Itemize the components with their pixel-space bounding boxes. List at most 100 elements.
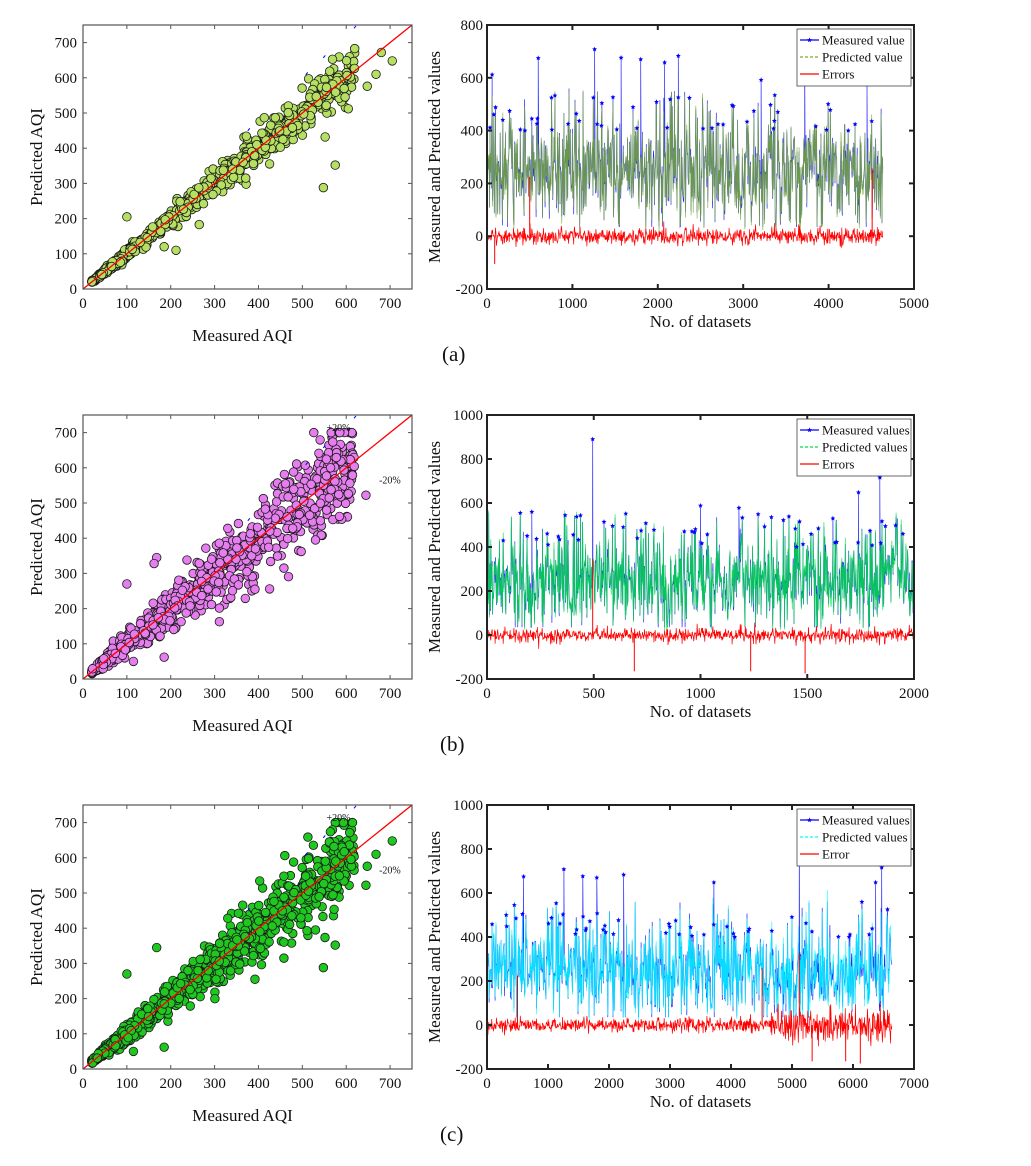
measured-star-marker [522,127,528,133]
predicted-series-line [486,90,884,235]
data-point [232,935,242,945]
y-tick-label: -200 [456,282,484,298]
measured-star-marker [570,532,576,537]
measured-markers [489,826,890,939]
measured-star-marker [736,505,742,510]
outlier-point [330,940,340,950]
y-tick-label: 200 [55,602,78,618]
measured-star-marker [517,126,523,132]
x-tick-label: 500 [291,1076,314,1092]
data-point [320,856,331,866]
data-point [203,965,214,976]
reference-line-plus20 [322,55,326,59]
data-point [211,587,222,597]
measured-star-marker [698,503,703,508]
series-plot-c: 0 1000 2000 3000 4000 5000 6000 7000-2000200400… [425,798,929,1111]
data-point [309,427,319,438]
data-point [347,817,358,828]
outlier-point [387,56,397,66]
error-series-line [486,221,884,249]
data-point [267,921,278,931]
measured-star-marker [692,529,697,535]
legend-star-marker [807,817,812,823]
measured-star-marker [800,541,806,547]
data-point [261,135,271,145]
reference-line-plus20 [353,415,357,419]
x-tick-label: 600 [335,1076,358,1092]
reference-line-plus20 [322,445,326,449]
outlier-point [361,490,371,500]
measured-star-marker [751,108,757,114]
measured-star-marker [877,474,883,480]
data-point [289,887,299,898]
measured-star-marker [834,539,840,545]
data-point [245,529,256,539]
measured-star-marker [573,111,579,116]
data-point [257,128,267,138]
y-tick-label: 600 [461,71,484,87]
x-tick-label: 400 [247,686,270,702]
data-point [279,937,289,947]
y-tick-label: 400 [55,531,78,547]
outlier-point [250,584,260,594]
measured-star-marker [534,121,540,126]
data-point [214,956,225,966]
measured-star-marker [491,111,497,117]
measured-star-marker [855,540,861,545]
measured-star-marker [561,866,567,872]
data-point [342,70,352,81]
data-point [299,109,309,119]
measured-star-marker [809,928,815,934]
measured-star-marker [534,115,540,121]
legend-label: Measured value [822,33,905,48]
x-tick-label: 700 [379,1076,402,1092]
y-axis-label: Measured and Predicted values [425,831,444,1043]
measured-star-marker [557,536,563,542]
data-point [283,107,293,118]
measured-star-marker [504,923,510,929]
measured-star-marker [507,108,513,113]
measured-star-marker [859,899,865,904]
measured-star-marker [602,923,608,928]
error-series-line [486,1003,893,1047]
data-point [318,911,328,922]
measured-star-marker [638,56,644,62]
measured-star-marker [667,96,673,102]
measured-star-marker [711,879,717,885]
measured-star-marker [893,522,899,528]
data-point [176,616,186,627]
data-point [329,904,339,915]
measured-star-marker [869,118,875,124]
x-tick-label: 400 [247,1076,270,1092]
data-point [169,603,180,613]
outlier-point [159,652,169,662]
x-tick-label: 100 [116,1076,139,1092]
measured-star-marker [900,531,906,536]
panel-label-a: (a) [442,342,466,366]
scatter-plot-a: 0 100 200 300 400 500 600 700 0 100 200 300 400 500 60… [27,24,413,345]
measured-star-marker [879,518,885,524]
plot-frame [82,414,413,680]
x-tick-label: 3000 [655,1076,685,1092]
measured-star-marker [720,121,726,127]
measured-star-marker [835,934,841,939]
measured-star-marker [732,934,738,939]
data-point [279,871,289,881]
data-point [256,959,267,970]
y-tick-label: 300 [55,956,78,972]
measured-star-marker [688,924,694,930]
y-tick-label: 200 [55,212,78,228]
data-point [331,452,342,463]
legend-label: Predicted values [822,440,908,455]
measured-star-marker [549,127,555,132]
data-point [287,911,297,921]
outlier-point [310,535,321,545]
y-tick-label: 800 [461,452,484,468]
data-point [321,82,332,93]
data-point [237,900,248,910]
data-point [341,55,352,66]
measured-markers [500,436,906,549]
measured-star-marker [618,55,624,60]
measured-star-marker [700,126,706,131]
y-tick-label: 400 [55,141,78,157]
